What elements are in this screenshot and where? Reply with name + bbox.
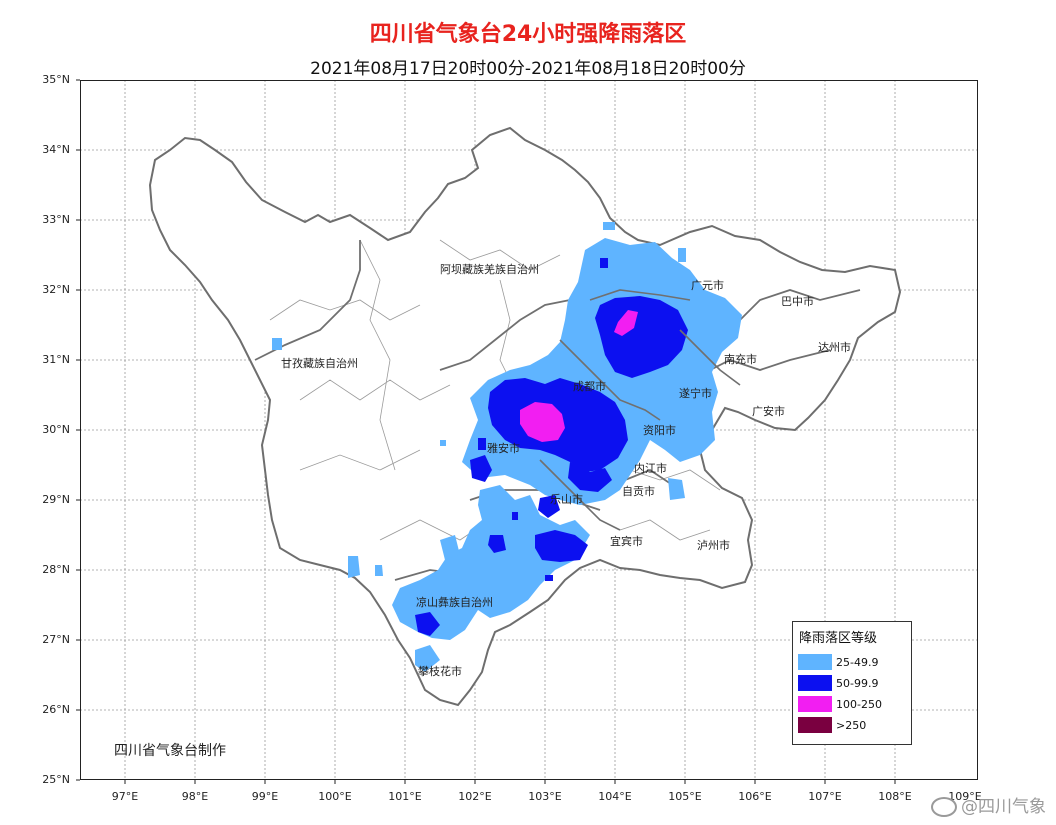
place-label-guangan: 广安市 [752,405,785,418]
lat-label: 25°N [42,773,70,786]
place-label-chengdu: 成都市 [573,380,606,393]
lon-label: 99°E [251,790,279,803]
lon-label: 104°E [598,790,632,803]
weibo-icon [931,797,957,817]
legend-item: 100-250 [798,695,882,713]
place-label-leshan: 乐山市 [550,493,583,506]
lat-label: 35°N [42,73,70,86]
legend-swatch [798,696,832,712]
map-frame [80,80,978,780]
lon-label: 108°E [878,790,912,803]
lon-label: 109°E [948,790,982,803]
watermark-text: @四川气象 [961,797,1046,817]
axis-ticks [76,79,896,784]
legend-label: 50-99.9 [836,676,879,690]
lat-label: 29°N [42,493,70,506]
place-label-dazhou: 达州市 [818,341,851,354]
place-label-aba: 阿坝藏族羌族自治州 [440,263,539,276]
place-label-yibin: 宜宾市 [610,535,643,548]
place-label-neijiang: 内江市 [634,462,667,475]
lon-label: 101°E [388,790,422,803]
legend: 降雨落区等级 25-49.9 50-99.9 100-250 >250 [792,621,912,745]
lat-label: 26°N [42,703,70,716]
major-boundaries [539,289,741,531]
lon-label: 107°E [808,790,842,803]
place-label-nanchong: 南充市 [724,353,757,366]
lon-label: 102°E [458,790,492,803]
lon-label: 100°E [318,790,352,803]
producer-credit: 四川省气象台制作 [114,743,226,759]
map-subtitle: 2021年08月17日20时00分-2021年08月18日20时00分 [310,59,746,79]
lat-label: 28°N [42,563,70,576]
legend-item: >250 [798,716,866,734]
lat-label: 33°N [42,213,70,226]
rain-100-250 [520,310,638,442]
lat-label: 27°N [42,633,70,646]
place-label-guangyuan: 广元市 [691,279,724,292]
lat-label: 31°N [42,353,70,366]
map-title: 四川省气象台24小时强降雨落区 [369,22,687,47]
place-label-suining: 遂宁市 [679,387,712,400]
place-label-yaan: 雅安市 [487,442,520,455]
legend-swatch [798,675,832,691]
lat-label: 34°N [42,143,70,156]
legend-item: 50-99.9 [798,674,878,692]
legend-swatch [798,717,832,733]
lon-label: 98°E [181,790,209,803]
lat-label: 32°N [42,283,70,296]
place-label-ziyang: 资阳市 [643,424,676,437]
place-label-panzhihua: 攀枝花市 [418,665,462,678]
lon-label: 103°E [528,790,562,803]
place-label-ganzi: 甘孜藏族自治州 [281,357,358,370]
place-label-luzhou: 泸州市 [697,539,730,552]
legend-swatch [798,654,832,670]
watermark: @四川气象 [931,792,1046,817]
legend-label: 25-49.9 [836,655,879,669]
place-label-bazhong: 巴中市 [781,295,814,308]
legend-label: 100-250 [836,697,882,711]
lon-label: 97°E [111,790,139,803]
lon-label: 105°E [668,790,702,803]
place-label-liangshan: 凉山彝族自治州 [416,596,493,609]
lon-label: 106°E [738,790,772,803]
lat-label: 30°N [42,423,70,436]
legend-item: 25-49.9 [798,653,878,671]
legend-label: >250 [836,718,867,732]
place-label-zigong: 自贡市 [622,485,655,498]
legend-title: 降雨落区等级 [799,631,878,646]
